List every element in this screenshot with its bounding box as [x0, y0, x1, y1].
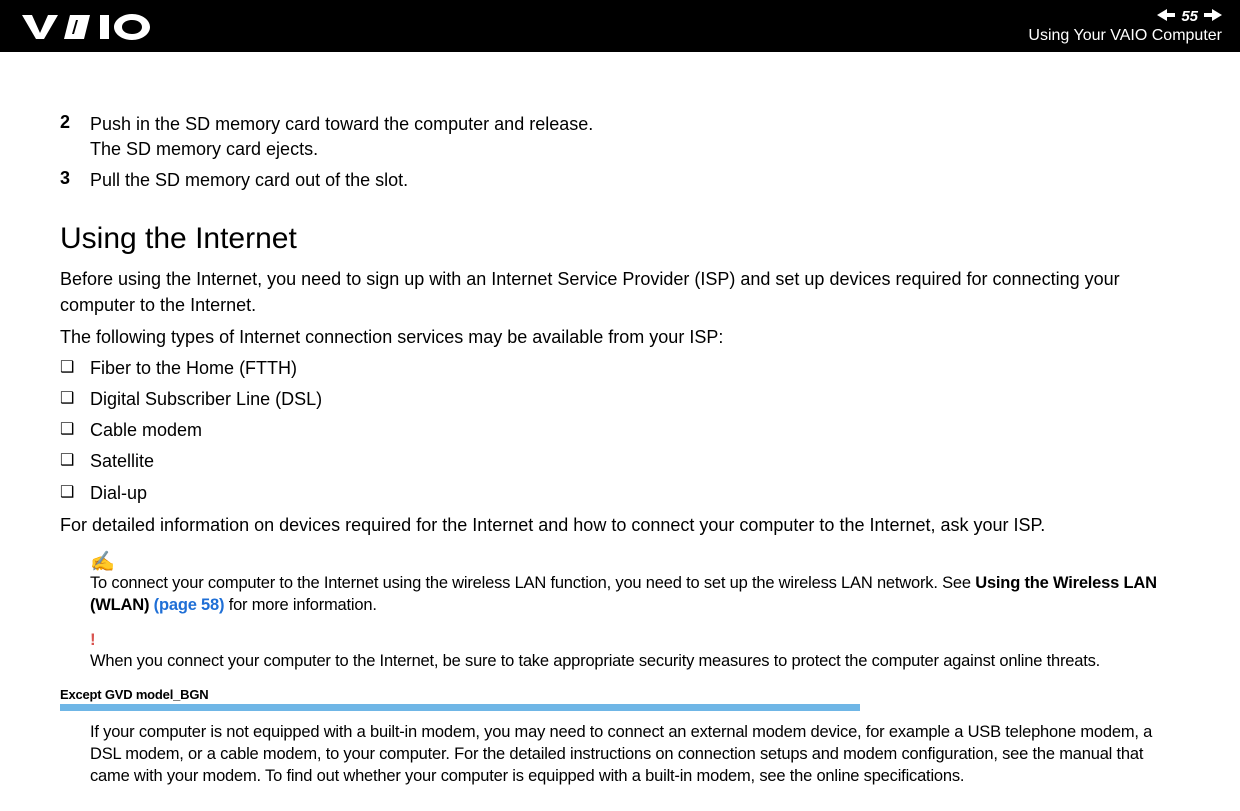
modem-note-text: If your computer is not equipped with a … [90, 721, 1180, 788]
page-content: 2Push in the SD memory card toward the c… [0, 52, 1240, 787]
page-header: 55 Using Your VAIO Computer [0, 0, 1240, 52]
note-tip: ✍ To connect your computer to the Intern… [90, 552, 1180, 617]
bullet-item: ❑Digital Subscriber Line (DSL) [60, 387, 1180, 412]
model-label: Except GVD model_BGN [60, 687, 1180, 702]
bullet-text: Dial-up [90, 481, 147, 506]
bullet-marker-icon: ❑ [60, 356, 90, 380]
bullet-text: Fiber to the Home (FTTH) [90, 356, 297, 381]
nav-next-icon[interactable] [1204, 8, 1222, 25]
bullet-item: ❑Cable modem [60, 418, 1180, 443]
page-link[interactable]: (page 58) [149, 596, 224, 614]
bullet-text: Satellite [90, 449, 154, 474]
bullet-marker-icon: ❑ [60, 481, 90, 505]
intro-paragraph-1: Before using the Internet, you need to s… [60, 266, 1180, 318]
bullet-marker-icon: ❑ [60, 449, 90, 473]
header-subtitle: Using Your VAIO Computer [1028, 27, 1222, 45]
connection-types-list: ❑Fiber to the Home (FTTH)❑Digital Subscr… [60, 356, 1180, 506]
bullet-marker-icon: ❑ [60, 387, 90, 411]
step-number: 2 [60, 112, 90, 133]
note-tip-post: for more information. [224, 596, 376, 614]
bullet-item: ❑Dial-up [60, 481, 1180, 506]
section-heading: Using the Internet [60, 222, 1180, 256]
vaio-logo [22, 11, 172, 41]
bullet-text: Cable modem [90, 418, 202, 443]
bullet-item: ❑Satellite [60, 449, 1180, 474]
step-number: 3 [60, 168, 90, 189]
nav-prev-icon[interactable] [1157, 8, 1175, 25]
pencil-icon: ✍ [90, 552, 1180, 572]
note-warning-text: When you connect your computer to the In… [90, 650, 1180, 672]
note-tip-pre: To connect your computer to the Internet… [90, 574, 975, 592]
exclamation-icon: ! [90, 630, 1180, 650]
note-tip-text: To connect your computer to the Internet… [90, 572, 1180, 617]
bullet-text: Digital Subscriber Line (DSL) [90, 387, 322, 412]
step-text: Pull the SD memory card out of the slot. [90, 168, 408, 193]
bullet-item: ❑Fiber to the Home (FTTH) [60, 356, 1180, 381]
step-text: Push in the SD memory card toward the co… [90, 112, 593, 162]
note-warning: ! When you connect your computer to the … [90, 630, 1180, 672]
page-number: 55 [1181, 8, 1198, 25]
intro-paragraph-2: The following types of Internet connecti… [60, 324, 1180, 350]
steps-list: 2Push in the SD memory card toward the c… [60, 112, 1180, 194]
header-right: 55 Using Your VAIO Computer [1028, 8, 1222, 45]
step-row: 2Push in the SD memory card toward the c… [60, 112, 1180, 162]
blue-divider [60, 704, 860, 711]
step-row: 3Pull the SD memory card out of the slot… [60, 168, 1180, 193]
bullet-marker-icon: ❑ [60, 418, 90, 442]
after-bullets-paragraph: For detailed information on devices requ… [60, 512, 1180, 538]
